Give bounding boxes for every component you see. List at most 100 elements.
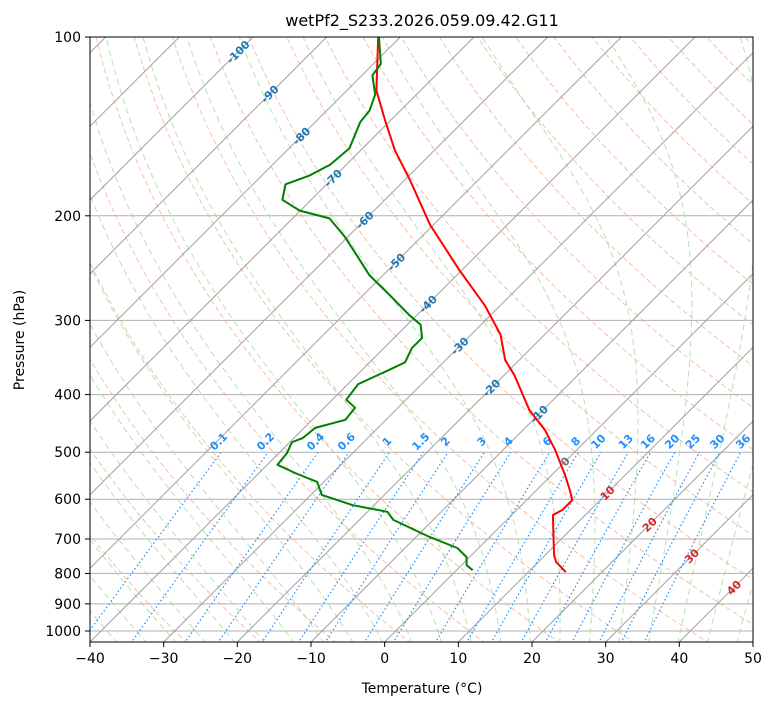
temperature-profile bbox=[375, 37, 574, 573]
dry-adiabat bbox=[90, 448, 261, 642]
dry-adiabat bbox=[90, 261, 411, 642]
mixing-ratio-line bbox=[217, 451, 350, 642]
dry-adiabat bbox=[400, 37, 753, 409]
isotherm-line bbox=[90, 37, 254, 201]
isotherm-line bbox=[90, 37, 328, 275]
isotherm-line bbox=[90, 37, 475, 422]
isotherm-line bbox=[90, 37, 696, 642]
mixing-ratio-label: 2 bbox=[438, 434, 453, 449]
x-tick-label: −40 bbox=[75, 651, 105, 667]
dry-adiabat bbox=[744, 37, 753, 47]
mixing-ratio-label: 0.1 bbox=[207, 430, 230, 453]
x-tick-label: 50 bbox=[744, 651, 762, 667]
dry-adiabat bbox=[515, 37, 753, 285]
chart-title: wetPf2_S233.2026.059.09.42.G11 bbox=[285, 11, 559, 31]
y-tick-label: 300 bbox=[54, 313, 81, 329]
y-tick-label: 400 bbox=[54, 388, 81, 404]
mixing-ratio-label: 8 bbox=[569, 434, 584, 449]
moist-adiabat bbox=[90, 538, 177, 642]
y-axis-label: Pressure (hPa) bbox=[12, 290, 28, 390]
moist-adiabat bbox=[90, 461, 236, 642]
y-tick-label: 800 bbox=[54, 566, 81, 582]
moist-adiabat bbox=[90, 419, 265, 642]
isotherm-line bbox=[90, 37, 401, 349]
plot-frame bbox=[89, 36, 754, 643]
isotherm-line bbox=[531, 420, 753, 642]
isotherm-line bbox=[604, 493, 753, 642]
y-tick-label: 100 bbox=[54, 30, 81, 46]
isotherm-line bbox=[90, 37, 549, 496]
dewpoint-profile bbox=[276, 37, 474, 571]
background-lines bbox=[90, 37, 753, 642]
dry-adiabat bbox=[438, 37, 753, 367]
isotherm-line bbox=[752, 641, 753, 642]
dry-adiabat bbox=[210, 37, 753, 625]
moist-adiabat bbox=[186, 37, 502, 642]
x-tick-label: −20 bbox=[223, 651, 253, 667]
y-tick-label: 200 bbox=[54, 209, 81, 225]
mixing-ratio-line bbox=[435, 451, 551, 642]
profiles bbox=[276, 37, 574, 573]
moist-adiabat bbox=[90, 100, 413, 642]
x-axis-label: Temperature (°C) bbox=[361, 681, 483, 697]
moist-adiabat bbox=[381, 37, 596, 642]
mixing-ratio-label: 0.6 bbox=[335, 430, 358, 453]
x-tick-label: 40 bbox=[670, 651, 688, 667]
y-tick-label: 700 bbox=[54, 532, 81, 548]
mixing-ratio-label: 25 bbox=[683, 432, 703, 452]
y-tick-label: 900 bbox=[54, 597, 81, 613]
mixing-ratio-label: 36 bbox=[733, 431, 753, 451]
dry-adiabat bbox=[324, 37, 753, 493]
isotherm-line bbox=[383, 272, 753, 642]
isotherm-label: -100 bbox=[224, 38, 253, 67]
dry-adiabat bbox=[95, 37, 560, 642]
moist-adiabat bbox=[90, 193, 383, 642]
mixing-ratio-label: 0.2 bbox=[254, 430, 277, 453]
moist-adiabat bbox=[677, 37, 753, 642]
x-tick-label: 30 bbox=[597, 651, 615, 667]
moist-adiabat bbox=[90, 264, 354, 642]
dry-adiabat bbox=[90, 358, 336, 642]
mixing-ratio-line bbox=[363, 451, 485, 642]
dry-adiabat bbox=[591, 37, 753, 205]
mixing-ratio-line bbox=[90, 451, 222, 632]
moist-adiabat bbox=[302, 37, 561, 642]
moist-adiabat bbox=[606, 37, 693, 642]
isotherm-line bbox=[457, 346, 753, 642]
dry-adiabat bbox=[706, 37, 753, 86]
dry-adiabat bbox=[668, 37, 753, 126]
moist-adiabat bbox=[90, 323, 324, 642]
isotherm-label: -80 bbox=[290, 124, 313, 147]
moist-adiabat bbox=[736, 581, 753, 642]
moist-adiabat bbox=[481, 37, 639, 642]
moist-adiabat bbox=[90, 501, 206, 642]
dry-adiabat bbox=[362, 37, 753, 451]
x-tick-label: −30 bbox=[149, 651, 179, 667]
dry-adiabat bbox=[248, 37, 753, 581]
moist-adiabat bbox=[105, 37, 443, 642]
dry-adiabat bbox=[90, 534, 187, 642]
isotherm-line bbox=[162, 51, 753, 642]
isotherm-line bbox=[310, 199, 753, 642]
x-tick-label: 20 bbox=[523, 651, 541, 667]
mixing-ratio-line bbox=[544, 451, 652, 642]
dry-adiabat bbox=[171, 37, 709, 642]
mixing-ratio-label: 4 bbox=[501, 434, 516, 449]
moist-adiabat bbox=[142, 37, 472, 642]
y-tick-label: 600 bbox=[54, 492, 81, 508]
mixing-ratio-line bbox=[184, 451, 319, 642]
mixing-ratio-label: 16 bbox=[638, 431, 658, 451]
mixing-ratio-label: 3 bbox=[475, 434, 490, 449]
mixing-ratio-line bbox=[466, 451, 579, 642]
x-tick-label: 10 bbox=[449, 651, 467, 667]
mixing-ratio-line bbox=[261, 451, 391, 642]
mixing-ratio-label: 13 bbox=[616, 432, 636, 452]
x-tick-label: 0 bbox=[380, 651, 389, 667]
mixing-ratio-label: 1 bbox=[380, 434, 395, 449]
moist-adiabat bbox=[238, 37, 531, 642]
y-tick-label: 500 bbox=[54, 445, 81, 461]
y-tick-label: 1000 bbox=[45, 624, 81, 640]
isotherm-line bbox=[90, 37, 622, 570]
x-tick-label: −10 bbox=[296, 651, 326, 667]
